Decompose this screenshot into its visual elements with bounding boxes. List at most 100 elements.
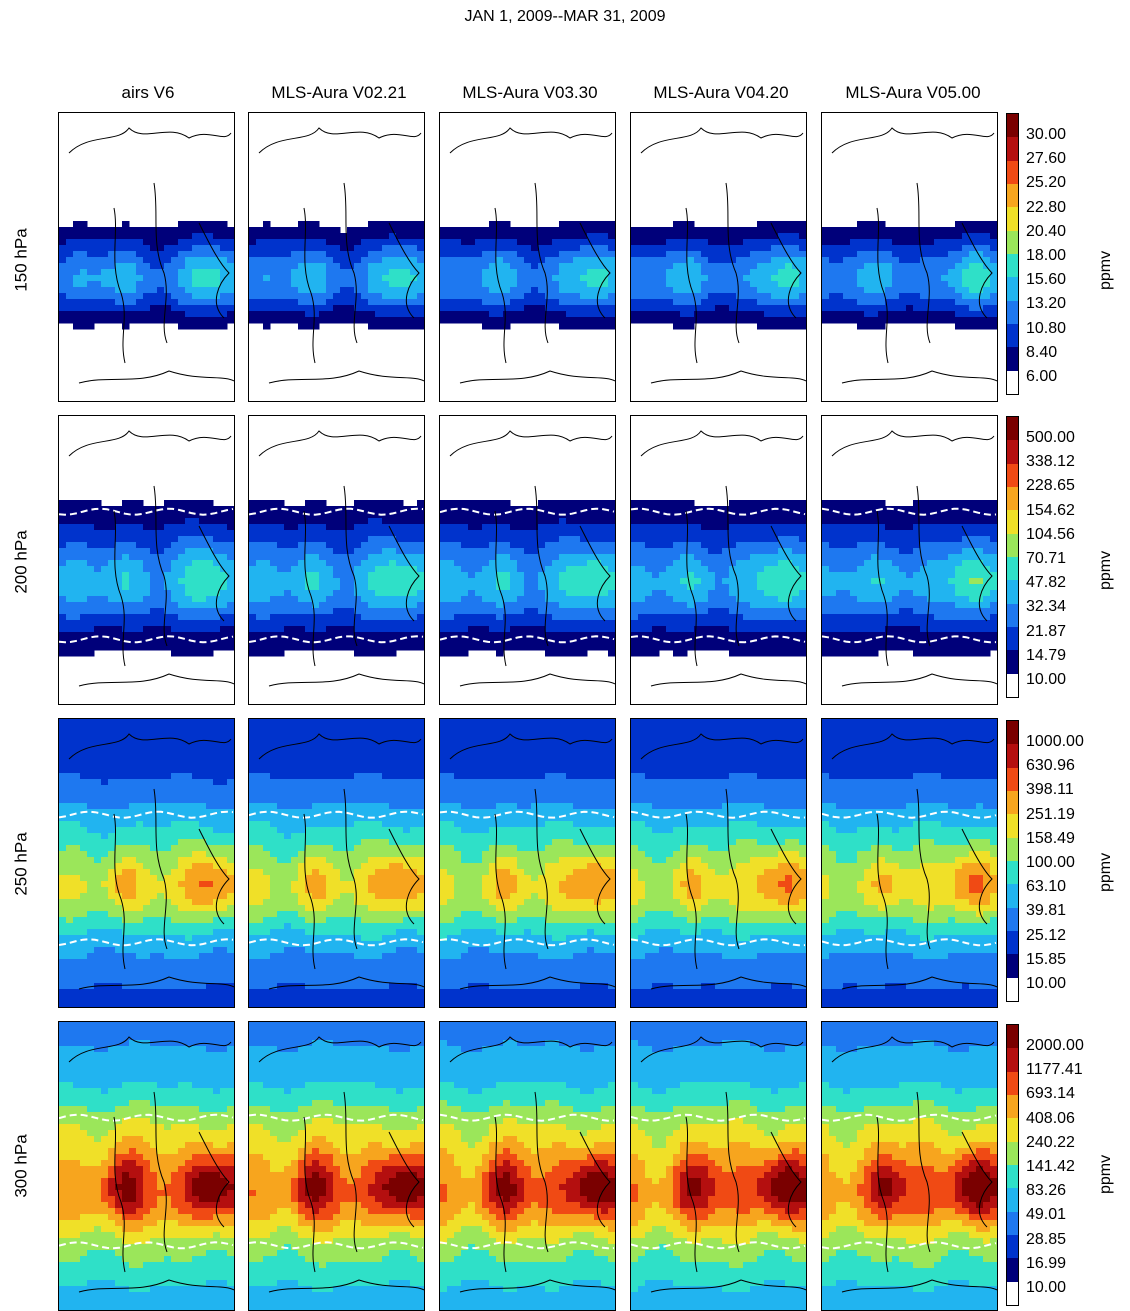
contour-cell (594, 239, 602, 246)
contour-cell (962, 263, 970, 270)
contour-cell (454, 608, 462, 615)
contour-cell (941, 512, 949, 519)
contour-cell (185, 554, 193, 561)
contour-cell (440, 500, 448, 507)
contour-cell (785, 287, 793, 294)
contour-cell (829, 269, 837, 276)
contour-cell (87, 572, 95, 579)
contour-cell (454, 233, 462, 240)
contour-cell (396, 548, 404, 555)
contour-cell (94, 293, 102, 300)
contour-cell (468, 500, 476, 507)
contour-cell (715, 578, 723, 585)
contour-cell (199, 281, 207, 288)
contour-cell (594, 584, 602, 591)
contour-cell (461, 584, 469, 591)
contour-cell (410, 245, 418, 252)
contour-cell (115, 638, 123, 645)
contour-cell (73, 506, 81, 513)
contour-cell (913, 500, 921, 507)
contour-cell (750, 317, 758, 324)
contour-cell (955, 233, 963, 240)
contour-cell (396, 239, 404, 246)
contour-cell (403, 608, 411, 615)
contour-cell (129, 500, 137, 507)
contour-cell (298, 548, 306, 555)
contour-cell (115, 596, 123, 603)
contour-cell (389, 323, 397, 330)
contour-cell (836, 257, 844, 264)
contour-cell (403, 263, 411, 270)
contour-cell (396, 227, 404, 234)
contour-cell (361, 281, 369, 288)
contour-cell (645, 281, 653, 288)
map-field (440, 127, 615, 384)
contour-cell (213, 626, 221, 633)
contour-cell (708, 596, 716, 603)
contour-cell (468, 542, 476, 549)
contour-cell (227, 548, 234, 555)
contour-cell (115, 251, 123, 258)
contour-cell (538, 293, 546, 300)
contour-cell (178, 626, 186, 633)
contour-cell (94, 596, 102, 603)
contour-cell (750, 602, 758, 609)
contour-cell (185, 227, 193, 234)
contour-cell (836, 305, 844, 312)
contour-cell (680, 317, 688, 324)
contour-cell (403, 572, 411, 579)
contour-cell (291, 602, 299, 609)
contour-cell (594, 644, 602, 651)
contour-cell (729, 560, 737, 567)
contour-cell (178, 578, 186, 585)
contour-cell (580, 650, 588, 657)
contour-cell (778, 572, 786, 579)
contour-cell (701, 227, 709, 234)
contour-cell (150, 608, 158, 615)
contour-cell (899, 287, 907, 294)
contour-cell (566, 602, 574, 609)
contour-cell (263, 275, 271, 282)
contour-cell (94, 500, 102, 507)
contour-cell (785, 632, 793, 639)
contour-cell (157, 596, 165, 603)
contour-cell (906, 287, 914, 294)
contour-cell (743, 530, 751, 537)
contour-cell (284, 245, 292, 252)
contour-cell (122, 299, 130, 306)
contour-cell (461, 572, 469, 579)
contour-cell (326, 602, 334, 609)
contour-cell (638, 554, 646, 561)
dashed-contour-line (440, 204, 615, 213)
contour-cell (417, 221, 424, 228)
contour-cell (171, 650, 179, 657)
contour-cell (298, 263, 306, 270)
contour-cell (799, 506, 806, 513)
contour-cell (277, 299, 285, 306)
contour-cell (220, 614, 228, 621)
contour-cell (601, 275, 609, 282)
contour-cell (552, 572, 560, 579)
contour-cell (538, 578, 546, 585)
contour-cell (213, 632, 221, 639)
contour-cell (340, 644, 348, 651)
contour-cell (298, 638, 306, 645)
contour-cell (736, 578, 744, 585)
contour-cell (792, 257, 800, 264)
contour-cell (680, 590, 688, 597)
contour-cell (871, 275, 879, 282)
contour-cell (482, 257, 490, 264)
contour-cell (312, 221, 320, 228)
contour-cell (256, 542, 264, 549)
contour-cell (220, 317, 228, 324)
contour-cell (340, 554, 348, 561)
contour-cell (892, 275, 900, 282)
contour-cell (206, 602, 214, 609)
contour-cell (983, 221, 991, 228)
contour-cell (312, 311, 320, 318)
contour-cell (757, 233, 765, 240)
contour-cell (976, 269, 984, 276)
contour-cell (785, 305, 793, 312)
contour-cell (934, 239, 942, 246)
contour-cell (680, 311, 688, 318)
